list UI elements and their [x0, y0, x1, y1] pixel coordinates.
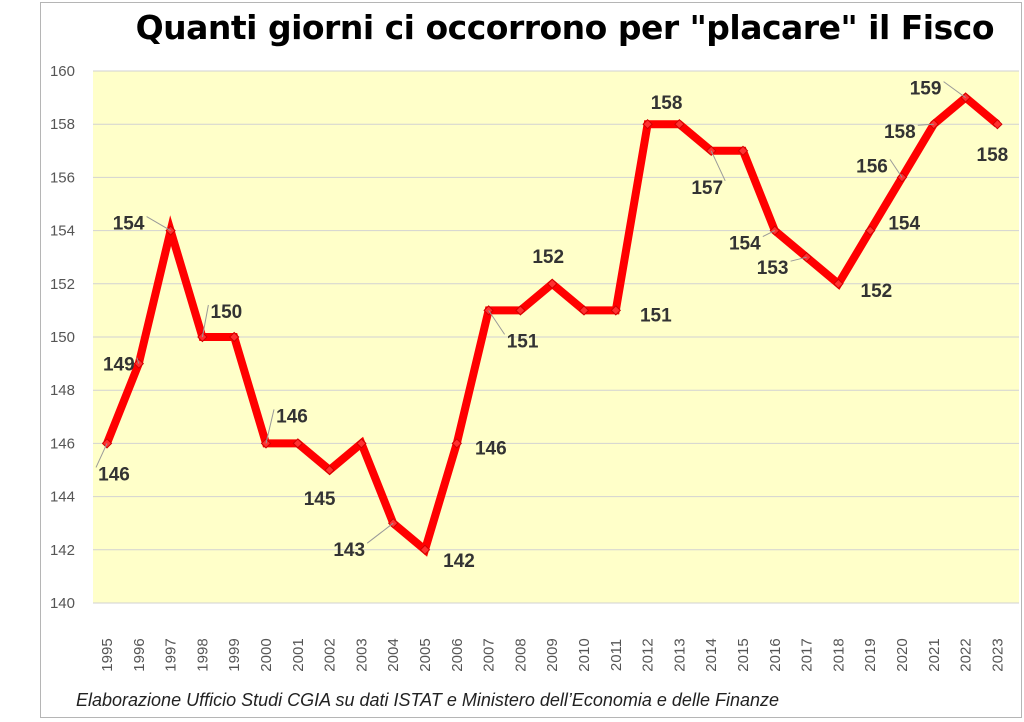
data-point — [419, 544, 431, 556]
data-label: 151 — [640, 305, 672, 326]
data-point — [324, 464, 335, 476]
x-tick-label: 2004 — [385, 638, 402, 671]
y-tick-label: 156 — [50, 169, 75, 186]
leader-line — [146, 216, 171, 232]
data-label: 152 — [532, 247, 564, 268]
leader-line — [136, 357, 140, 364]
leader-line — [95, 443, 108, 468]
data-label: 158 — [977, 145, 1009, 166]
x-tick-label: 2006 — [449, 638, 466, 671]
y-tick-label: 154 — [50, 223, 75, 240]
data-point — [578, 305, 590, 316]
x-tick-label: 2023 — [989, 638, 1006, 671]
data-label: 145 — [304, 489, 336, 510]
x-tick-label: 1997 — [163, 638, 180, 671]
x-tick-label: 1998 — [194, 638, 211, 671]
y-tick-label: 144 — [50, 489, 75, 506]
data-label: 142 — [443, 551, 475, 572]
x-tick-label: 2015 — [735, 638, 752, 671]
y-tick-label: 146 — [50, 435, 75, 452]
data-point — [674, 118, 685, 130]
data-label: 146 — [276, 406, 308, 427]
y-tick-label: 158 — [50, 116, 75, 133]
x-tick-label: 2005 — [417, 638, 434, 671]
data-point — [737, 145, 749, 157]
leader-line — [943, 81, 966, 99]
x-tick-label: 2016 — [767, 638, 784, 671]
data-label: 156 — [856, 156, 888, 177]
x-tick-label: 2007 — [481, 638, 498, 671]
leader-line — [790, 256, 807, 262]
leader-line — [488, 310, 506, 335]
x-tick-label: 2021 — [926, 638, 943, 671]
leader-line — [762, 230, 776, 238]
data-label: 154 — [729, 234, 761, 255]
x-tick-label: 2013 — [671, 638, 688, 671]
y-tick-label: 140 — [50, 595, 75, 612]
data-point — [228, 331, 240, 343]
data-point — [546, 278, 558, 290]
x-tick-label: 1999 — [226, 638, 243, 671]
x-tick-label: 1995 — [99, 638, 116, 671]
y-tick-label: 148 — [50, 382, 75, 399]
y-tick-label: 152 — [50, 276, 75, 293]
x-tick-label: 2000 — [258, 638, 275, 671]
data-point — [864, 225, 876, 236]
x-tick-label: 2008 — [512, 638, 529, 671]
x-tick-label: 2017 — [799, 638, 816, 671]
x-tick-label: 2010 — [576, 638, 593, 671]
source-note: Elaborazione Ufficio Studi CGIA su dati … — [76, 690, 779, 710]
x-tick-label: 2003 — [353, 638, 370, 671]
y-tick-label: 160 — [50, 63, 75, 80]
data-label: 150 — [211, 302, 243, 323]
data-point — [515, 305, 526, 316]
leader-line — [201, 304, 209, 338]
y-tick-label: 142 — [50, 542, 75, 559]
leader-line — [265, 409, 275, 444]
data-point — [356, 438, 367, 449]
data-label: 153 — [757, 258, 789, 279]
data-label: 143 — [333, 540, 365, 561]
x-tick-label: 2002 — [322, 638, 339, 671]
leader-line — [710, 150, 726, 182]
x-tick-label: 2001 — [290, 638, 307, 671]
data-point — [292, 438, 304, 449]
x-tick-label: 2012 — [640, 638, 657, 671]
x-tick-label: 2019 — [862, 638, 879, 671]
data-point — [992, 118, 1003, 130]
x-tick-label: 2018 — [830, 638, 847, 671]
y-tick-label: 150 — [50, 329, 75, 346]
data-point — [610, 305, 622, 316]
data-label: 152 — [861, 281, 893, 302]
x-tick-label: 2020 — [894, 638, 911, 671]
data-point — [642, 118, 653, 130]
leader-line — [366, 522, 394, 544]
x-tick-label: 1996 — [131, 638, 148, 671]
data-label: 158 — [884, 122, 916, 143]
data-label: 157 — [691, 178, 723, 199]
data-label: 149 — [103, 355, 135, 376]
leader-line — [917, 123, 934, 126]
data-label: 159 — [910, 79, 942, 100]
x-tick-label: 2014 — [703, 638, 720, 671]
x-tick-label: 2011 — [608, 639, 625, 671]
leader-line — [889, 159, 903, 178]
data-label: 154 — [888, 214, 920, 235]
chart-title: Quanti giorni ci occorrono per "placare"… — [135, 8, 995, 47]
x-tick-label: 2009 — [544, 638, 561, 671]
data-label: 151 — [507, 331, 539, 352]
data-label: 146 — [98, 464, 130, 485]
data-point — [833, 278, 844, 290]
x-tick-label: 2022 — [958, 638, 975, 671]
data-label: 158 — [651, 93, 683, 114]
data-point — [451, 438, 463, 449]
data-label: 146 — [475, 438, 507, 459]
data-label: 154 — [113, 214, 145, 235]
